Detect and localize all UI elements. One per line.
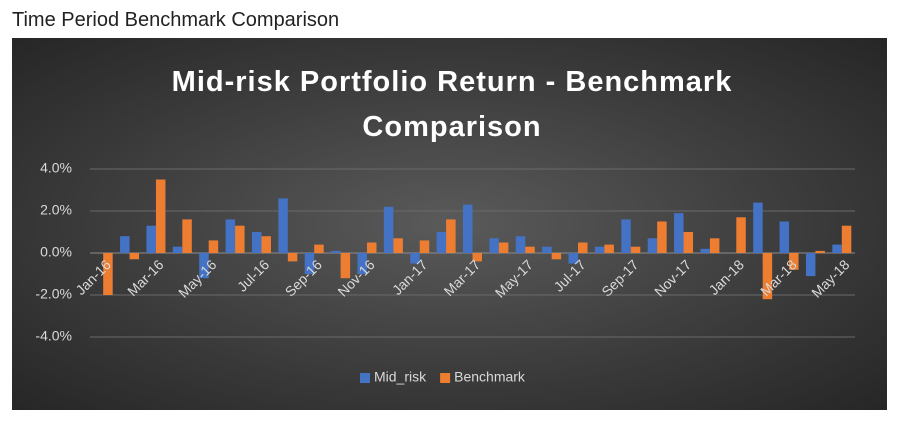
bar (235, 225, 245, 253)
y-tick-label: -2.0% (35, 286, 72, 302)
bar (515, 236, 526, 253)
page-title: Time Period Benchmark Comparison (12, 9, 340, 31)
bar (419, 240, 430, 253)
bar (762, 253, 773, 300)
bar (568, 253, 579, 264)
x-tick-label: Nov-17 (651, 256, 694, 299)
bar (542, 246, 552, 253)
bar (278, 198, 288, 253)
x-tick-label: Jan-18 (705, 256, 747, 298)
bar (551, 253, 562, 260)
bar (208, 240, 219, 253)
bar (674, 213, 684, 253)
bar (199, 253, 209, 279)
bar (700, 248, 710, 253)
bar (805, 253, 816, 277)
chart-title: Mid-risk Portfolio Return - Benchmark Co… (171, 66, 733, 143)
bar (630, 246, 641, 253)
bar (129, 253, 140, 260)
y-tick-label: 4.0% (40, 160, 72, 176)
legend-label: Benchmark (454, 369, 526, 385)
bar (594, 246, 605, 253)
bar (683, 232, 694, 253)
bar (314, 244, 324, 253)
bar (841, 225, 852, 253)
bar (578, 242, 588, 253)
x-tick-label: Sep-17 (598, 256, 641, 299)
bar (621, 219, 631, 253)
bar (463, 204, 473, 253)
bar (498, 242, 509, 253)
bar (103, 253, 113, 295)
x-tick-label: Jan-17 (389, 256, 431, 298)
bar (287, 253, 298, 262)
bar (251, 232, 262, 253)
legend-label: Mid_risk (374, 369, 427, 385)
bar (604, 244, 614, 253)
x-tick-label: Jul-16 (234, 256, 272, 294)
bar (261, 236, 271, 253)
bar (489, 238, 499, 253)
bar (331, 250, 341, 253)
bar (304, 253, 315, 274)
bar (155, 179, 166, 253)
bar (736, 217, 746, 253)
bar (789, 253, 799, 270)
bar (709, 238, 720, 253)
legend-swatch (360, 373, 370, 383)
bar (832, 244, 842, 253)
bar (340, 253, 351, 279)
y-tick-label: -4.0% (35, 328, 72, 344)
bar (172, 246, 183, 253)
bar (657, 221, 667, 253)
y-tick-label: 2.0% (40, 202, 72, 218)
bar (472, 253, 482, 262)
bar (383, 206, 394, 253)
bar (779, 221, 790, 253)
bar (647, 238, 658, 253)
bar (120, 236, 130, 253)
bar (753, 202, 763, 253)
bar (815, 250, 825, 253)
bar (525, 246, 535, 253)
bar (357, 253, 367, 274)
legend-swatch (440, 373, 451, 383)
bar (366, 242, 377, 253)
bar (436, 232, 447, 253)
x-tick-label: Mar-17 (441, 256, 484, 299)
bar (225, 219, 236, 253)
x-tick-label: May-16 (175, 256, 219, 300)
x-tick-label: Sep-16 (282, 256, 325, 299)
bar (410, 253, 420, 264)
y-tick-label: 0.0% (40, 244, 72, 260)
bar (393, 238, 403, 253)
bar (182, 219, 192, 253)
bar (446, 219, 456, 253)
x-tick-label: May-17 (492, 256, 536, 300)
bar (146, 225, 156, 253)
x-tick-label: Mar-16 (124, 256, 167, 299)
